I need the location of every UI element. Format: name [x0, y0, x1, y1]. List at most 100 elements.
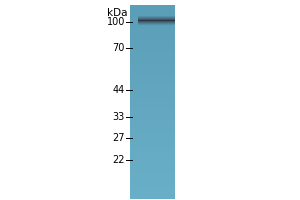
Bar: [130, 94, 175, 96]
Bar: [130, 26, 175, 29]
Text: 22: 22: [112, 155, 125, 165]
Bar: [138, 19, 175, 20]
Bar: [130, 129, 175, 131]
Bar: [130, 49, 175, 52]
Bar: [130, 140, 175, 143]
Bar: [130, 5, 175, 7]
Bar: [130, 186, 175, 189]
Bar: [130, 156, 175, 158]
Bar: [130, 7, 175, 9]
Bar: [130, 138, 175, 141]
Bar: [130, 71, 175, 73]
Text: kDa: kDa: [107, 8, 128, 18]
Bar: [130, 196, 175, 198]
Bar: [130, 169, 175, 171]
Bar: [130, 102, 175, 104]
Bar: [130, 157, 175, 160]
Bar: [130, 175, 175, 177]
Bar: [130, 152, 175, 154]
Bar: [130, 161, 175, 164]
Bar: [130, 173, 175, 175]
Bar: [130, 38, 175, 40]
Bar: [130, 61, 175, 63]
Bar: [130, 177, 175, 179]
Bar: [130, 107, 175, 110]
Bar: [130, 13, 175, 15]
Bar: [138, 21, 175, 22]
Bar: [130, 67, 175, 69]
Bar: [130, 184, 175, 187]
Bar: [130, 34, 175, 36]
Bar: [130, 53, 175, 56]
Bar: [130, 105, 175, 108]
Bar: [130, 127, 175, 129]
Bar: [138, 24, 175, 25]
Bar: [130, 84, 175, 87]
Bar: [130, 179, 175, 181]
Bar: [130, 163, 175, 166]
Bar: [130, 36, 175, 38]
Bar: [130, 19, 175, 21]
Bar: [130, 121, 175, 123]
Bar: [130, 30, 175, 33]
Bar: [130, 144, 175, 146]
Bar: [138, 23, 175, 24]
Bar: [130, 167, 175, 170]
Bar: [130, 90, 175, 92]
Bar: [130, 117, 175, 119]
Text: 44: 44: [113, 85, 125, 95]
Bar: [138, 22, 175, 23]
Bar: [130, 9, 175, 11]
Bar: [130, 80, 175, 83]
Bar: [130, 98, 175, 100]
Bar: [130, 17, 175, 19]
Text: 33: 33: [113, 112, 125, 122]
Bar: [130, 42, 175, 44]
Bar: [130, 32, 175, 34]
Bar: [138, 17, 175, 18]
Bar: [130, 63, 175, 65]
Bar: [130, 132, 175, 135]
Bar: [130, 82, 175, 85]
Bar: [130, 78, 175, 81]
Bar: [138, 23, 175, 24]
Bar: [130, 159, 175, 162]
Bar: [130, 100, 175, 102]
Bar: [130, 171, 175, 173]
Bar: [138, 21, 175, 22]
Bar: [130, 96, 175, 98]
Bar: [138, 15, 175, 16]
Bar: [130, 183, 175, 185]
Bar: [130, 150, 175, 152]
Bar: [130, 109, 175, 112]
Bar: [130, 125, 175, 127]
Bar: [130, 46, 175, 48]
Bar: [130, 28, 175, 31]
Bar: [130, 146, 175, 148]
Bar: [138, 24, 175, 25]
Bar: [130, 188, 175, 191]
Bar: [130, 15, 175, 17]
Bar: [130, 11, 175, 13]
Bar: [130, 51, 175, 54]
Text: 27: 27: [112, 133, 125, 143]
Bar: [138, 16, 175, 17]
Bar: [130, 115, 175, 117]
Bar: [130, 65, 175, 67]
Bar: [130, 74, 175, 77]
Bar: [130, 165, 175, 168]
Bar: [138, 18, 175, 19]
Bar: [130, 47, 175, 50]
Bar: [130, 119, 175, 121]
Bar: [130, 40, 175, 42]
Bar: [130, 130, 175, 133]
Bar: [130, 192, 175, 195]
Bar: [130, 113, 175, 116]
Bar: [130, 134, 175, 137]
Text: 70: 70: [112, 43, 125, 53]
Bar: [130, 22, 175, 25]
Bar: [130, 24, 175, 27]
Bar: [130, 142, 175, 144]
Bar: [130, 20, 175, 23]
Bar: [130, 86, 175, 88]
